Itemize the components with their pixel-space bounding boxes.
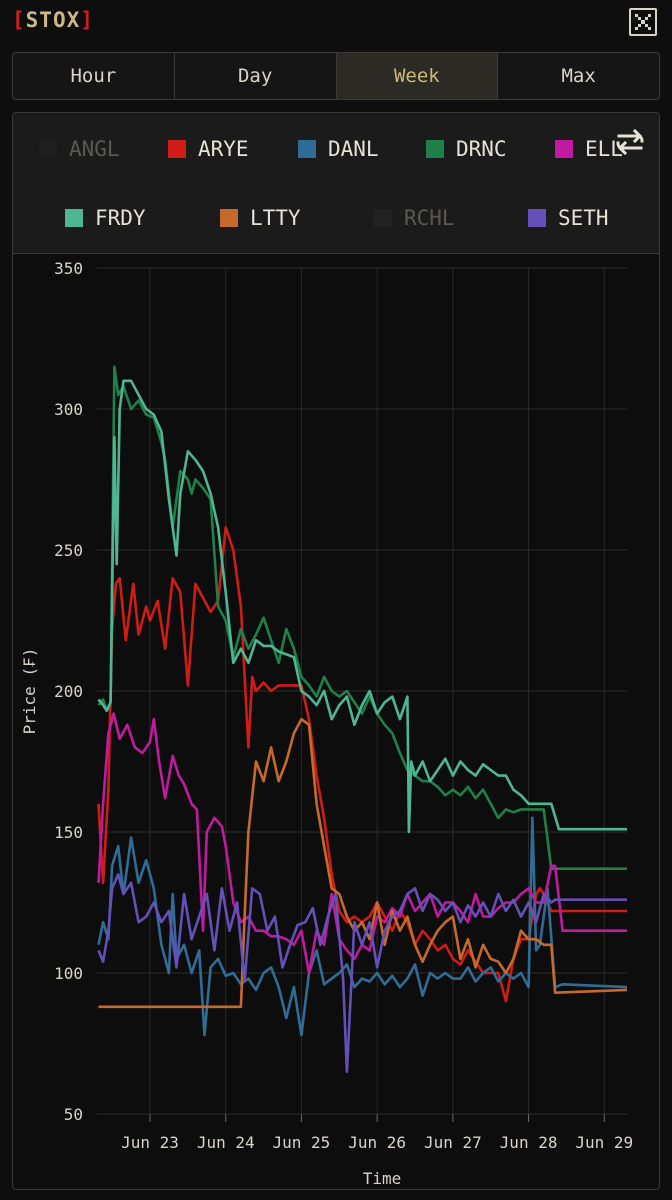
x-tick-label: Jun 26	[348, 1133, 406, 1152]
app-title-bracket-left: [	[12, 8, 26, 32]
tab-max[interactable]: Max	[561, 65, 596, 87]
app-title-name: STOX	[25, 8, 81, 32]
series-line-arye	[97, 526, 627, 1003]
tab-week[interactable]: Week	[336, 53, 499, 99]
legend-swatch	[426, 140, 444, 158]
close-button[interactable]	[629, 8, 657, 36]
refresh-icon[interactable]	[613, 127, 647, 157]
x-tick-label: Jun 29	[575, 1133, 633, 1152]
legend-item-arye[interactable]: ARYE	[168, 135, 249, 163]
legend-swatch	[65, 209, 83, 227]
legend-swatch	[528, 209, 546, 227]
legend-swatch	[168, 140, 186, 158]
legend-label: DANL	[328, 137, 379, 161]
legend-label: ARYE	[198, 137, 249, 161]
legend-label: ANGL	[69, 137, 120, 161]
legend-label: SETH	[558, 206, 609, 230]
legend-label: LTTY	[250, 206, 301, 230]
tab-day[interactable]: Day	[175, 53, 337, 99]
legend-label: ELL	[585, 137, 623, 161]
close-icon	[635, 14, 651, 30]
x-tick-label: Jun 23	[121, 1133, 179, 1152]
legend-item-seth[interactable]: SETH	[528, 204, 609, 232]
legend-label: FRDY	[95, 206, 146, 230]
legend-item-drnc[interactable]: DRNC	[426, 135, 507, 163]
legend-swatch	[220, 209, 238, 227]
x-tick-label: Jun 25	[273, 1133, 331, 1152]
y-tick-label: 150	[54, 823, 83, 842]
series-line-seth	[97, 873, 627, 1073]
x-tick-label: Jun 27	[424, 1133, 482, 1152]
legend-swatch	[39, 140, 57, 158]
x-tick-label: Jun 28	[500, 1133, 558, 1152]
legend-item-ltty[interactable]: LTTY	[220, 204, 301, 232]
app-title: [STOX]	[12, 8, 94, 32]
legend-item-angl[interactable]: ANGL	[39, 135, 120, 163]
legend-item-frdy[interactable]: FRDY	[65, 204, 146, 232]
legend-swatch	[374, 209, 392, 227]
legend-item-rchl[interactable]: RCHL	[374, 204, 455, 232]
app-title-bracket-right: ]	[80, 8, 94, 32]
y-tick-label: 200	[54, 682, 83, 701]
x-axis-label: Time	[363, 1169, 402, 1188]
y-tick-label: 350	[54, 259, 83, 278]
series-line-ltty	[98, 717, 628, 1009]
y-axis-label: Price (₣)	[20, 648, 39, 735]
y-tick-label: 300	[54, 400, 83, 419]
legend-swatch	[555, 140, 573, 158]
series-line-drnc	[97, 365, 627, 870]
title-bar: [STOX]	[0, 0, 672, 46]
y-tick-label: 50	[64, 1105, 83, 1124]
range-tabs: Hour Day Week Max	[12, 52, 660, 100]
legend-item-danl[interactable]: DANL	[298, 135, 379, 163]
y-tick-label: 250	[54, 541, 83, 560]
legend-label: RCHL	[404, 206, 455, 230]
legend-item-ell[interactable]: ELL	[555, 135, 623, 163]
legend-label: DRNC	[456, 137, 507, 161]
series-line-danl	[97, 816, 628, 1037]
chart-panel: ANGL ARYE DANL DRNC ELL FRDY LTTY RCHL S…	[12, 112, 660, 1190]
chart-legend: ANGL ARYE DANL DRNC ELL FRDY LTTY RCHL S…	[13, 113, 659, 254]
legend-swatch	[298, 140, 316, 158]
x-tick-label: Jun 24	[197, 1133, 255, 1152]
y-tick-label: 100	[54, 964, 83, 983]
price-chart: 50 100 150 200 250 300 350 Jun 23 Jun 24 Jun 25 Ju…	[20, 259, 633, 1188]
series-line-frdy	[97, 379, 627, 834]
tab-hour[interactable]: Hour	[13, 53, 175, 99]
